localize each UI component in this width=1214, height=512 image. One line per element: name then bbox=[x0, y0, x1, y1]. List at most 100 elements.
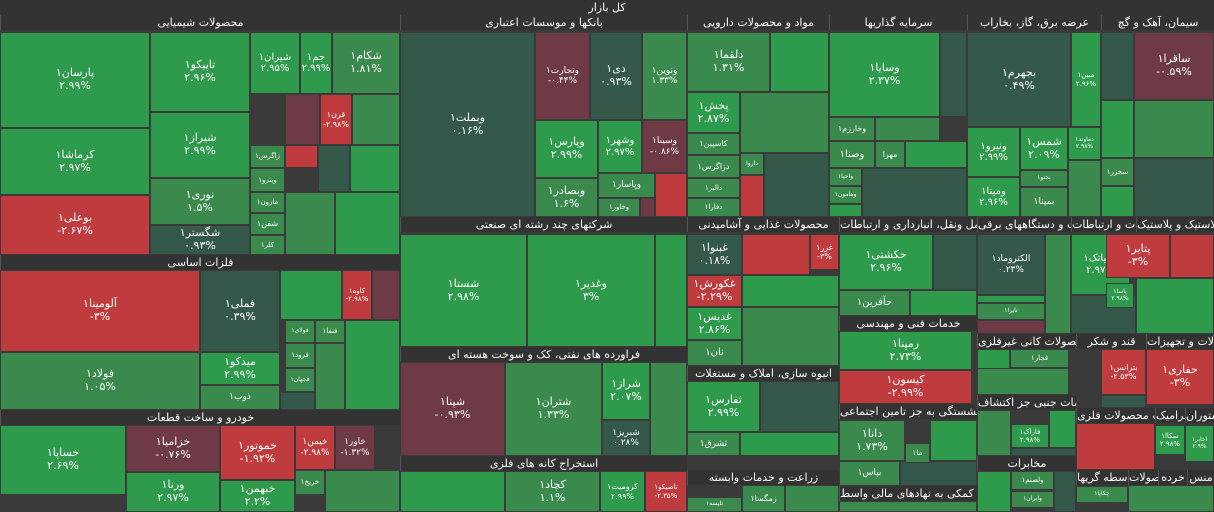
stock-tile[interactable]: کرومیت۱ ۲.۹۹% bbox=[600, 471, 645, 512]
unlabeled-stock-tile[interactable] bbox=[285, 145, 318, 168]
sector-header[interactable]: زراعت و خدمات وابسته bbox=[687, 470, 839, 485]
stock-tile[interactable]: سکاا۱ ۲.۹۸% bbox=[1155, 425, 1185, 455]
unlabeled-stock-tile[interactable] bbox=[318, 145, 350, 192]
stock-tile[interactable]: وتجارت۱ -۰.۴۴% bbox=[535, 32, 590, 120]
unlabeled-stock-tile[interactable] bbox=[650, 362, 687, 456]
stock-tile[interactable]: واحیا۱ bbox=[829, 168, 862, 186]
stock-tile[interactable]: غدیس۱ ۲.۸۶% bbox=[687, 307, 742, 340]
stock-tile[interactable]: تاصیکو۱ -۲.۳۵% bbox=[645, 471, 687, 512]
stock-tile[interactable]: خریخ۱ bbox=[295, 470, 325, 495]
stock-tile[interactable]: خبهمن۱ ۲.۲% bbox=[220, 480, 295, 512]
stock-tile[interactable]: وخارزم۱ bbox=[829, 117, 875, 141]
stock-tile[interactable]: جم۱ ۲.۹۹% bbox=[300, 32, 332, 94]
unlabeled-stock-tile[interactable] bbox=[352, 94, 400, 145]
sector-header[interactable]: منس bbox=[1187, 470, 1214, 485]
unlabeled-stock-tile[interactable] bbox=[764, 153, 829, 217]
unlabeled-stock-tile[interactable] bbox=[1045, 234, 1071, 334]
stock-tile[interactable]: شپنا۱ -۰.۹۳% bbox=[400, 362, 505, 456]
unlabeled-stock-tile[interactable] bbox=[285, 192, 335, 255]
stock-tile[interactable]: بترانس۱ -۲.۵۳% bbox=[1101, 349, 1146, 395]
stock-tile[interactable]: زمگسا۱ bbox=[742, 485, 785, 512]
stock-tile[interactable]: رمپنا۱ ۲.۷۳% bbox=[839, 331, 972, 370]
unlabeled-stock-tile[interactable] bbox=[335, 192, 400, 255]
unlabeled-stock-tile[interactable] bbox=[345, 320, 400, 410]
unlabeled-stock-tile[interactable] bbox=[1054, 471, 1076, 512]
unlabeled-stock-tile[interactable] bbox=[977, 410, 1011, 456]
stock-tile[interactable]: شکام۱ ۱.۸۱% bbox=[332, 32, 400, 94]
stock-tile[interactable]: پتایر۱ -۳% bbox=[1106, 234, 1170, 278]
unlabeled-stock-tile[interactable] bbox=[400, 471, 505, 512]
stock-tile[interactable]: چکاپا۱ bbox=[1076, 486, 1128, 503]
sector-header[interactable]: مخابرات bbox=[977, 456, 1076, 471]
sector-header[interactable]: سیمان، آهک و گچ bbox=[1101, 15, 1214, 30]
stock-tile[interactable]: مهرا bbox=[875, 141, 905, 168]
stock-tile[interactable]: غکورش۱ -۲.۲۹% bbox=[687, 275, 742, 307]
sector-header[interactable]: سایر محصولات کانی غیرفلزی bbox=[977, 334, 1076, 349]
stock-tile[interactable]: قرن۱ -۲.۹۸% bbox=[320, 94, 352, 145]
stock-tile[interactable]: کرماشا۱ ۲.۹۷% bbox=[0, 128, 150, 195]
sector-header[interactable]: سرمایه گذاریها bbox=[829, 15, 967, 30]
stock-tile[interactable]: وخاور۱ bbox=[598, 198, 640, 217]
unlabeled-stock-tile[interactable] bbox=[740, 92, 829, 153]
sector-header[interactable]: اطلاعات و ارتباطات bbox=[1071, 217, 1136, 232]
stock-tile[interactable]: کاوه۱ -۲.۹۸% bbox=[342, 270, 372, 320]
unlabeled-stock-tile[interactable] bbox=[655, 234, 687, 347]
stock-tile[interactable]: فجهان۱ bbox=[285, 368, 315, 392]
sector-header[interactable]: عرضه برق، گاز، بخاراب bbox=[967, 15, 1101, 30]
stock-tile[interactable]: دی۱ ۰.۹۳% bbox=[590, 32, 642, 120]
unlabeled-stock-tile[interactable] bbox=[315, 343, 345, 410]
stock-tile[interactable]: فولای۱ bbox=[285, 320, 315, 343]
stock-tile[interactable]: ما۱ bbox=[905, 443, 930, 463]
stock-tile[interactable]: ساقرا۱ -۰.۵۹% bbox=[1134, 32, 1214, 100]
unlabeled-stock-tile[interactable] bbox=[862, 168, 967, 217]
sector-header[interactable]: فعالیتهای کمکی به نهادهای مالی واسط bbox=[839, 486, 977, 501]
stock-tile[interactable]: دماوند۱ ۲.۹۸% bbox=[1068, 127, 1101, 160]
unlabeled-stock-tile[interactable] bbox=[785, 485, 839, 512]
unlabeled-stock-tile[interactable] bbox=[1011, 448, 1076, 456]
unlabeled-stock-tile[interactable] bbox=[977, 471, 1011, 512]
sector-header[interactable]: شرکتهای چند رشته ای صنعتی bbox=[400, 217, 687, 232]
unlabeled-stock-tile[interactable] bbox=[742, 234, 810, 275]
sector-header[interactable]: حمل ونقل، انبارداری و ارتباطات bbox=[839, 217, 977, 232]
unlabeled-stock-tile[interactable] bbox=[740, 175, 764, 217]
unlabeled-stock-tile[interactable] bbox=[933, 234, 977, 290]
sector-header[interactable]: سایر واسطه گریها bbox=[1076, 470, 1128, 485]
stock-tile[interactable]: ثشرق۱ bbox=[687, 432, 740, 456]
sector-header[interactable]: کاشی و سرامیک bbox=[1155, 408, 1185, 423]
unlabeled-stock-tile[interactable] bbox=[1076, 423, 1155, 470]
stock-tile[interactable]: بپاس۱ bbox=[839, 461, 900, 486]
stock-tile[interactable]: قجار۱ bbox=[1010, 349, 1069, 368]
unlabeled-stock-tile[interactable] bbox=[1068, 160, 1101, 217]
stock-tile[interactable]: پخش۱ ۲.۸۷% bbox=[687, 92, 740, 133]
stock-tile[interactable]: اخابر۱ ۲.۹% bbox=[1185, 425, 1214, 462]
unlabeled-stock-tile[interactable] bbox=[977, 295, 1045, 303]
stock-tile[interactable]: فاراک۱ ۲.۹۸% bbox=[1011, 424, 1049, 448]
unlabeled-stock-tile[interactable] bbox=[760, 381, 839, 432]
sector-header[interactable]: استخراج کانه های فلزی bbox=[400, 456, 687, 471]
stock-tile[interactable]: ثفارس۱ ۲.۹۹% bbox=[687, 381, 760, 432]
unlabeled-stock-tile[interactable] bbox=[1101, 32, 1134, 100]
stock-tile[interactable]: بوعلی۱ -۲.۶۷% bbox=[0, 195, 150, 255]
stock-tile[interactable]: فنفا۱ bbox=[315, 320, 345, 343]
unlabeled-stock-tile[interactable] bbox=[930, 420, 977, 461]
stock-tile[interactable]: میدکو۱ ۲.۹۹% bbox=[200, 352, 280, 385]
stock-tile[interactable]: ومینا۱ ۲.۹۶% bbox=[967, 177, 1020, 217]
unlabeled-stock-tile[interactable] bbox=[350, 145, 400, 192]
sector-header[interactable]: محصولات شیمیایی bbox=[0, 15, 400, 30]
sector-header[interactable]: ماشین آلات و دستگاههای برقی bbox=[977, 217, 1071, 232]
unlabeled-stock-tile[interactable] bbox=[1101, 395, 1146, 408]
sector-header[interactable]: قند و شکر bbox=[1076, 334, 1146, 349]
stock-tile[interactable]: شیران۱ ۲.۹۵% bbox=[250, 32, 300, 94]
unlabeled-stock-tile[interactable] bbox=[742, 275, 839, 307]
unlabeled-stock-tile[interactable] bbox=[839, 501, 977, 512]
stock-tile[interactable]: غبنوا۱ ۰.۱۸% bbox=[687, 234, 742, 275]
stock-tile[interactable]: وایران۱ bbox=[1011, 491, 1054, 508]
unlabeled-stock-tile[interactable] bbox=[1134, 158, 1214, 217]
sector-header[interactable]: فلزات اساسی bbox=[0, 255, 400, 270]
unlabeled-stock-tile[interactable] bbox=[977, 320, 1045, 334]
stock-tile[interactable]: داروا bbox=[740, 153, 764, 175]
stock-tile[interactable]: کچاد۱ ۱.۱% bbox=[505, 471, 600, 512]
stock-tile[interactable]: وپارس۱ ۲.۹۹% bbox=[535, 120, 598, 178]
unlabeled-stock-tile[interactable] bbox=[280, 392, 315, 410]
unlabeled-stock-tile[interactable] bbox=[1049, 410, 1076, 448]
